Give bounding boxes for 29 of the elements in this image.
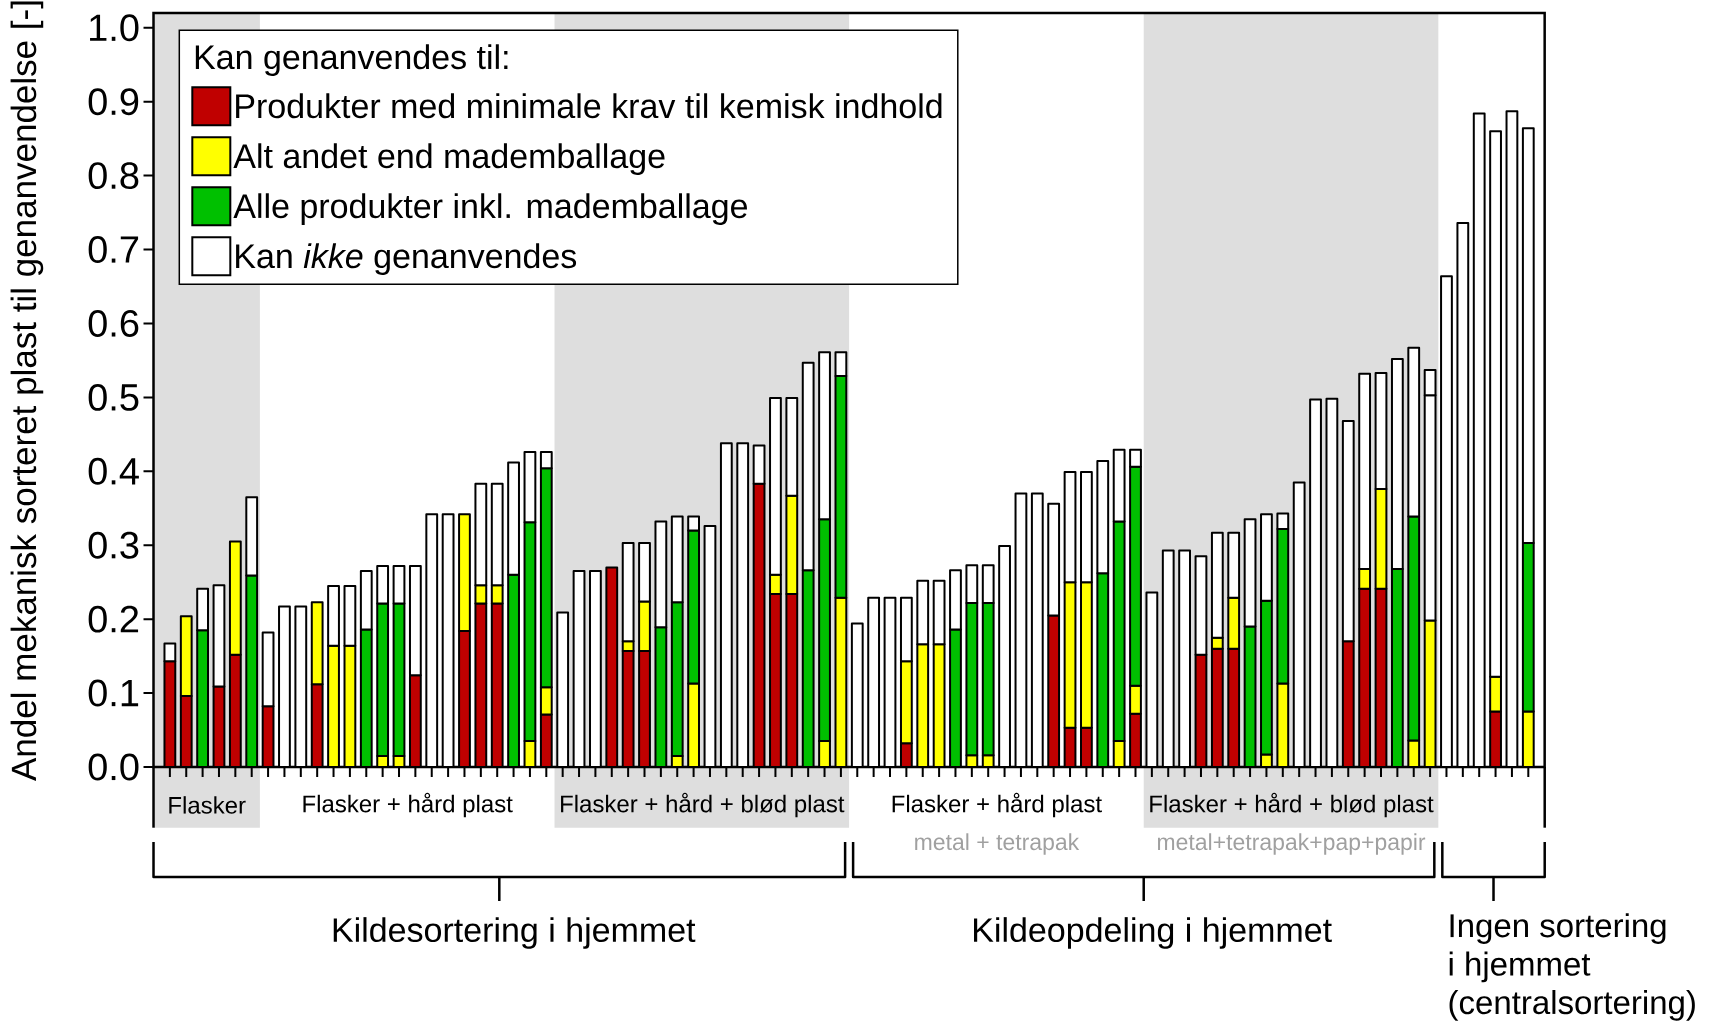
y-tick-label: 1.0	[90, 14, 139, 42]
legend-label: Produkter med minimale krav til kemisk indhold	[236, 93, 942, 119]
y-axis-title: Andel mekanisk sorteret plast til genanvendelse [-]	[10, 1, 44, 781]
text: i hjemmet	[1449, 951, 1591, 983]
y-tick-label: 0.4	[88, 457, 139, 485]
y-tick-label: 0.2	[88, 605, 139, 633]
legend-title: Kan genanvendes til:	[195, 44, 508, 76]
text: Kildeopdeling i hjemmet	[974, 917, 1332, 949]
y-tick-label: 0.8	[88, 162, 139, 190]
text: Ingen sortering	[1450, 913, 1666, 944]
y-tick-label: 0.9	[88, 88, 139, 116]
text: metal + tetrapak	[915, 833, 1080, 855]
text: Flasker + hård + blød plast	[561, 792, 845, 818]
text: Flasker + hård plast	[303, 792, 513, 818]
y-tick-label: 0.3	[88, 531, 139, 559]
text: Flasker + hård plast	[892, 792, 1102, 818]
legend-label: Alt andet end mademballage	[233, 143, 665, 175]
text: Flasker	[169, 796, 246, 814]
y-tick-label: 0.5	[88, 383, 139, 411]
text: Kildesortering i hjemmet	[333, 917, 696, 949]
legend-label: Alle produkter inkl. mademballage	[233, 193, 747, 225]
legend-label: Kan ikke genanvendes	[236, 243, 577, 275]
text: Flasker + hård + blød plast	[1150, 792, 1434, 818]
y-tick-label: 0.1	[88, 679, 139, 707]
y-tick-label: 0.0	[88, 753, 139, 781]
y-tick-label: 0.7	[88, 236, 139, 263]
text: (centralsortering)	[1449, 989, 1695, 1021]
y-tick-label: 0.6	[88, 310, 139, 337]
text: metal+tetrapak+pap+papir	[1157, 833, 1426, 855]
